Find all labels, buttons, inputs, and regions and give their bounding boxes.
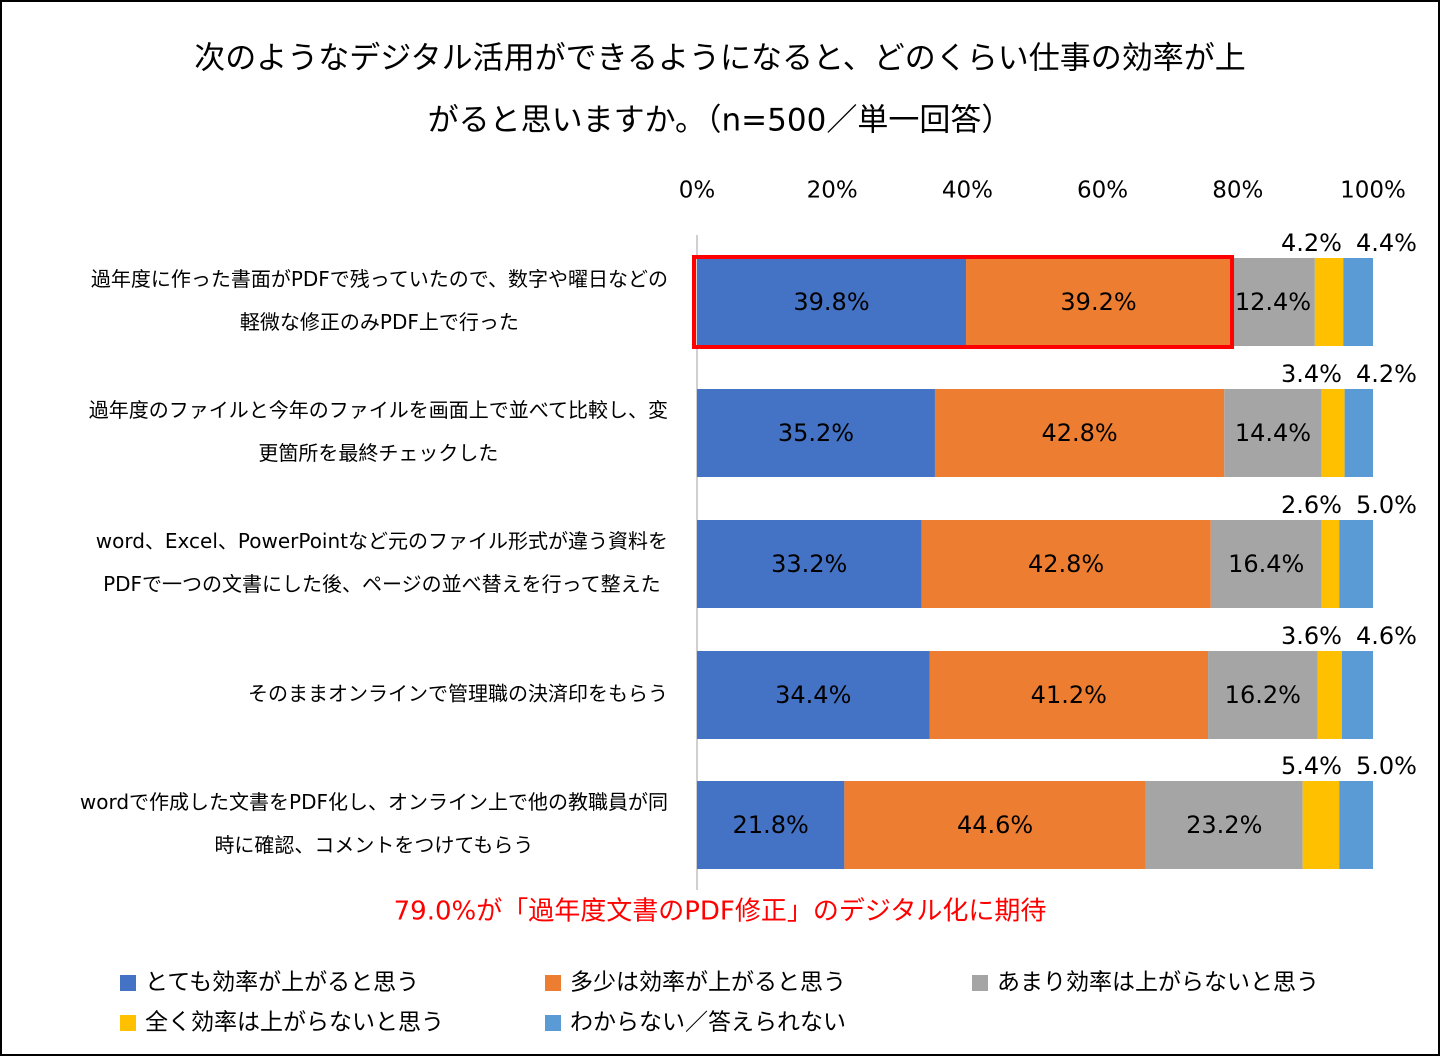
- data-label: 3.6%: [1281, 622, 1342, 650]
- data-label: 2.6%: [1281, 491, 1342, 519]
- category-label: wordで作成した文書をPDF化し、オンライン上で他の教職員が同: [80, 790, 668, 814]
- legend-swatch: [120, 1015, 136, 1031]
- legend-swatch: [972, 975, 988, 991]
- data-label: 21.8%: [733, 811, 809, 839]
- x-tick-label: 80%: [1212, 178, 1263, 204]
- bar-segment: [1145, 781, 1303, 869]
- bar-segment: [1302, 781, 1340, 869]
- legend-label: あまり効率は上がらないと思う: [997, 970, 1319, 996]
- chart-title: 次のようなデジタル活用ができるようになると、どのくらい仕事の効率が上: [194, 41, 1246, 77]
- bar-segment: [1341, 651, 1373, 739]
- data-label: 4.2%: [1281, 229, 1342, 257]
- category-label: 過年度のファイルと今年のファイルを画面上で並べて比較し、変: [89, 398, 668, 422]
- data-label: 3.4%: [1281, 360, 1342, 388]
- bar-segment: [1317, 651, 1342, 739]
- x-tick-label: 60%: [1077, 178, 1128, 204]
- data-label: 42.8%: [1028, 550, 1104, 578]
- data-label: 39.8%: [793, 288, 869, 316]
- category-label: そのままオンラインで管理職の決済印をもらう: [248, 682, 668, 706]
- bar-segment: [966, 258, 1232, 346]
- data-label: 39.2%: [1060, 288, 1136, 316]
- highlight-box: [692, 255, 1235, 349]
- data-label: 35.2%: [778, 419, 854, 447]
- category-label: 時に確認、コメントをつけてもらう: [214, 833, 533, 857]
- legend-label: とても効率が上がると思う: [145, 970, 419, 996]
- data-label: 23.2%: [1186, 811, 1262, 839]
- x-tick-label: 40%: [942, 178, 993, 204]
- category-label: 更箇所を最終チェックした: [258, 441, 498, 465]
- x-tick-label: 20%: [807, 178, 858, 204]
- legend-label: わからない／答えられない: [570, 1010, 846, 1036]
- bar-segment: [1210, 520, 1322, 608]
- data-label: 5.0%: [1356, 491, 1417, 519]
- bar-segment: [697, 520, 922, 608]
- bar-segment: [1321, 389, 1345, 477]
- data-label: 34.4%: [775, 681, 851, 709]
- bar-segment: [1339, 520, 1373, 608]
- data-label: 4.2%: [1356, 360, 1417, 388]
- bar-segment: [697, 781, 845, 869]
- bar-segment: [697, 651, 930, 739]
- data-label: 4.4%: [1356, 229, 1417, 257]
- x-tick-label: 100%: [1340, 178, 1406, 204]
- data-label: 5.0%: [1356, 752, 1417, 780]
- bar-segment: [697, 258, 967, 346]
- bar-segment: [1224, 389, 1322, 477]
- legend-swatch: [120, 975, 136, 991]
- x-tick-label: 0%: [679, 178, 716, 204]
- category-label: word、Excel、PowerPointなど元のファイル形式が違う資料を: [96, 529, 668, 553]
- legend-swatch: [545, 1015, 561, 1031]
- data-label: 16.2%: [1225, 681, 1301, 709]
- legend-swatch: [545, 975, 561, 991]
- chart-title: がると思いますか。（n=500／単一回答）: [428, 103, 1013, 139]
- bar-segment: [844, 781, 1146, 869]
- data-label: 33.2%: [771, 550, 847, 578]
- data-label: 4.6%: [1356, 622, 1417, 650]
- category-label: PDFで一つの文書にした後、ページの並べ替えを行って整えた: [103, 572, 661, 596]
- bar-segment: [929, 651, 1209, 739]
- data-label: 12.4%: [1235, 288, 1311, 316]
- bar-segment: [1321, 520, 1340, 608]
- annotation: 79.0%が「過年度文書のPDF修正」のデジタル化に期待: [394, 897, 1047, 927]
- data-label: 14.4%: [1235, 419, 1311, 447]
- data-label: 5.4%: [1281, 752, 1342, 780]
- bar-segment: [921, 520, 1211, 608]
- data-label: 42.8%: [1041, 419, 1117, 447]
- bar-segment: [1339, 781, 1373, 869]
- bar-segment: [1231, 258, 1315, 346]
- bar-segment: [1314, 258, 1344, 346]
- legend-label: 多少は効率が上がると思う: [570, 970, 846, 996]
- data-label: 44.6%: [957, 811, 1033, 839]
- bar-segment: [1344, 389, 1373, 477]
- bar-segment: [697, 389, 935, 477]
- data-label: 41.2%: [1031, 681, 1107, 709]
- data-label: 16.4%: [1228, 550, 1304, 578]
- bar-segment: [1208, 651, 1318, 739]
- legend-label: 全く効率は上がらないと思う: [145, 1010, 444, 1036]
- category-label: 軽微な修正のみPDF上で行った: [240, 310, 519, 334]
- bar-segment: [1343, 258, 1373, 346]
- category-label: 過年度に作った書面がPDFで残っていたので、数字や曜日などの: [91, 267, 668, 291]
- bar-segment: [934, 389, 1225, 477]
